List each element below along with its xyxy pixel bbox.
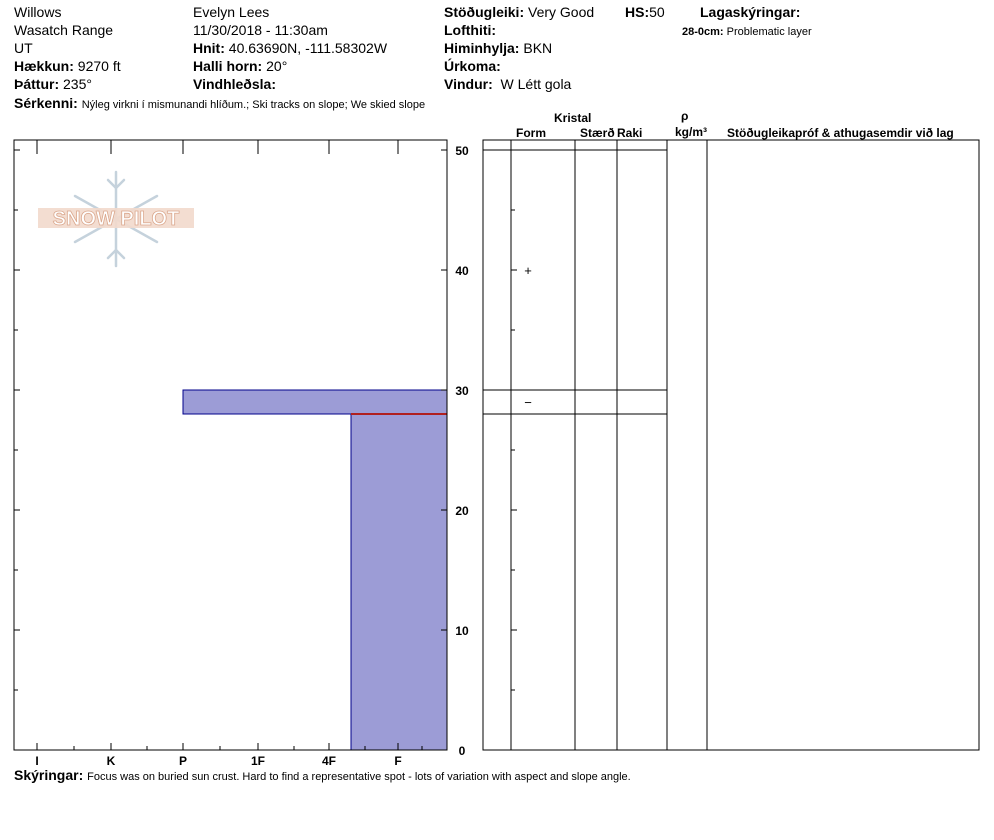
stability-tests-header: Stöðugleikapróf & athugasemdir við lag bbox=[727, 126, 954, 140]
features: Sérkenni: Nýleg virkni í mismunandi hlíð… bbox=[14, 95, 425, 113]
depth-label-30: 30 bbox=[455, 384, 469, 398]
air-temp-label: Lofthiti: bbox=[444, 22, 497, 38]
crystal-table bbox=[482, 139, 980, 751]
moisture-header: Raki bbox=[617, 126, 643, 140]
wind-loading-label: Vindhleðsla: bbox=[193, 76, 276, 92]
stability-value: Very Good bbox=[528, 4, 595, 20]
depth-ticks: 0 10 20 30 40 50 bbox=[14, 144, 517, 758]
observer: Evelyn Lees bbox=[193, 4, 270, 20]
depth-label-10: 10 bbox=[455, 624, 469, 638]
sky: Himinhylja: BKN bbox=[444, 40, 552, 56]
slope: Halli horn: 20° bbox=[193, 58, 287, 74]
crystal-form-symbols: +− bbox=[524, 263, 532, 410]
crystal-form-symbol: − bbox=[524, 395, 532, 410]
hardness-label-I: I bbox=[35, 754, 38, 768]
hardness-layers bbox=[182, 389, 448, 751]
features-value: Nýleg virkni í mismunandi hlíðum.; Ski t… bbox=[81, 99, 426, 111]
datetime: 11/30/2018 - 11:30am bbox=[193, 22, 328, 38]
state-name: UT bbox=[14, 40, 33, 56]
hardness-ticks: I K P 1F 4F F bbox=[35, 140, 423, 768]
aspect: Þáttur: 235° bbox=[14, 76, 92, 92]
form-header: Form bbox=[516, 126, 546, 140]
crystal-form-symbol: + bbox=[524, 263, 532, 278]
snowpilot-logo: SNOW PILOT bbox=[38, 170, 194, 268]
depth-label-40: 40 bbox=[455, 264, 469, 278]
hardness-label-4F: 4F bbox=[322, 754, 336, 768]
depth-label-20: 20 bbox=[455, 504, 469, 518]
hardness-plot-frame bbox=[13, 139, 448, 751]
depth-label-0: 0 bbox=[459, 744, 466, 758]
sky-value: BKN bbox=[523, 40, 553, 56]
layer-notes-label: Lagaskýringar: bbox=[700, 4, 801, 20]
hardness-label-K: K bbox=[107, 754, 116, 768]
hardness-layer-3 bbox=[350, 413, 448, 751]
aspect-value: 235° bbox=[63, 76, 92, 92]
layer-note-depth: 28-0cm: bbox=[682, 26, 724, 38]
coords-label: Hnit: bbox=[193, 40, 225, 56]
precip-label: Úrkoma: bbox=[444, 58, 501, 74]
crystal-header: Kristal bbox=[554, 111, 592, 125]
logo-text: SNOW PILOT bbox=[53, 208, 180, 230]
hs-label: HS: bbox=[625, 4, 650, 20]
stability: Stöðugleiki: Very Good bbox=[444, 4, 594, 20]
density-unit-header: kg/m³ bbox=[675, 125, 708, 139]
wind: Vindur: W Létt gola bbox=[444, 76, 571, 92]
aspect-label: Þáttur: bbox=[14, 76, 60, 92]
slope-label: Halli horn: bbox=[193, 58, 263, 74]
hardness-label-P: P bbox=[179, 754, 187, 768]
stability-label: Stöðugleiki: bbox=[444, 4, 525, 20]
slope-value: 20° bbox=[266, 58, 288, 74]
hardness-label-1F: 1F bbox=[251, 754, 265, 768]
elevation: Hækkun: 9270 ft bbox=[14, 58, 121, 74]
coords: Hnit: 40.63690N, -111.58302W bbox=[193, 40, 387, 56]
elevation-value: 9270 ft bbox=[77, 58, 121, 74]
footer-text: Focus was on buried sun crust. Hard to f… bbox=[87, 771, 631, 783]
range-name: Wasatch Range bbox=[14, 22, 114, 38]
footer-label: Skýringar: bbox=[14, 767, 84, 783]
wind-label: Vindur: bbox=[444, 76, 493, 92]
layer-note-text: Problematic layer bbox=[726, 26, 812, 38]
wind-value: W Létt gola bbox=[500, 76, 572, 92]
rho-header: ρ bbox=[681, 109, 689, 123]
coords-value: 40.63690N, -111.58302W bbox=[228, 40, 388, 56]
hardness-layer-2 bbox=[182, 389, 448, 415]
table-frame bbox=[482, 139, 980, 751]
layer-note: 28-0cm: Problematic layer bbox=[682, 24, 812, 40]
size-header: Stærð bbox=[580, 126, 615, 140]
features-label: Sérkenni: bbox=[14, 95, 78, 111]
elevation-label: Hækkun: bbox=[14, 58, 74, 74]
location-name: Willows bbox=[14, 4, 62, 20]
hardness-label-F: F bbox=[394, 754, 401, 768]
depth-label-50: 50 bbox=[455, 144, 469, 158]
sky-label: Himinhylja: bbox=[444, 40, 520, 56]
footer-notes: Skýringar: Focus was on buried sun crust… bbox=[14, 767, 631, 785]
hs-value: 50 bbox=[649, 4, 665, 20]
hs: HS:50 bbox=[625, 4, 665, 20]
